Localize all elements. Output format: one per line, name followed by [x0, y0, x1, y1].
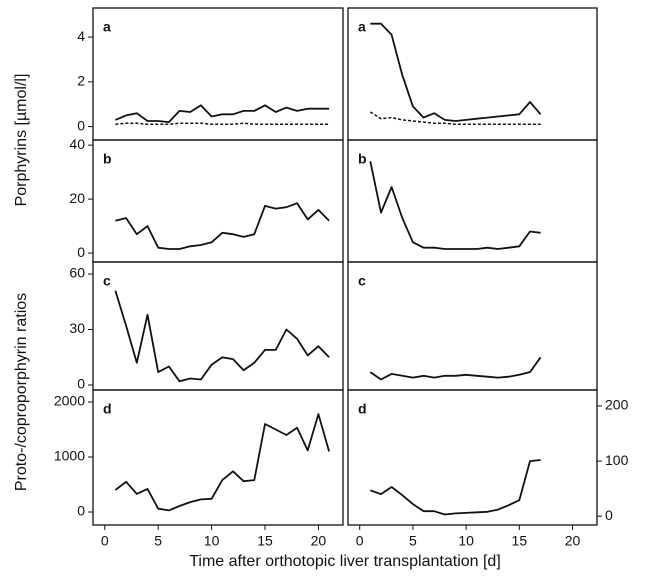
- panel-label: c: [103, 273, 111, 289]
- data-line: [369, 459, 541, 516]
- panel-frame: [92, 139, 344, 263]
- panel-label: a: [358, 19, 366, 35]
- panel-label: d: [358, 401, 367, 417]
- y-axis-title: Porphyrins [µmol/l]: [13, 74, 30, 207]
- y-axis-title: Proto-/coproporphyrin ratios: [13, 293, 30, 491]
- x-tick-label: 15: [257, 533, 273, 549]
- data-line: [370, 22, 542, 122]
- x-tick-label: 10: [204, 533, 220, 549]
- panel-label: b: [103, 151, 112, 167]
- y-tick-label: 1000: [54, 448, 85, 464]
- y-tick-label: 2000: [54, 393, 85, 409]
- x-tick-label: 20: [311, 533, 327, 549]
- y-tick-label: 0: [77, 503, 85, 519]
- data-line: [114, 413, 330, 512]
- y-tick-label: 2: [77, 73, 85, 89]
- y-tick-label: 20: [69, 190, 85, 206]
- y-tick-label: 30: [69, 320, 85, 336]
- panel-label: c: [358, 273, 366, 289]
- x-tick-label: 5: [154, 533, 162, 549]
- data-line: [114, 290, 330, 383]
- data-line: [115, 202, 330, 250]
- panel-frame: [92, 261, 344, 391]
- y-tick-label: 0: [605, 507, 613, 523]
- data-line: [369, 161, 541, 250]
- y-tick-label: 100: [605, 452, 629, 468]
- data-line: [369, 111, 541, 126]
- x-tick-label: 0: [101, 533, 109, 549]
- panel-label: d: [103, 401, 112, 417]
- x-tick-label: 10: [458, 533, 474, 549]
- x-tick-label: 0: [356, 533, 364, 549]
- data-line: [115, 104, 330, 123]
- panel-frame: [92, 7, 344, 141]
- y-tick-label: 0: [77, 376, 85, 392]
- y-tick-label: 40: [69, 136, 85, 152]
- x-tick-label: 15: [512, 533, 528, 549]
- panel-label: a: [103, 19, 111, 35]
- y-tick-label: 60: [69, 265, 85, 281]
- y-tick-label: 4: [77, 28, 85, 44]
- y-tick-label: 0: [77, 117, 85, 133]
- x-tick-label: 20: [565, 533, 581, 549]
- panel-frame: [92, 389, 344, 526]
- x-tick-label: 5: [409, 533, 417, 549]
- y-tick-label: 200: [605, 397, 629, 413]
- x-axis-title: Time after orthotopic liver transplantat…: [189, 553, 501, 570]
- data-line: [369, 356, 542, 381]
- panel-label: b: [358, 151, 367, 167]
- panel-frame: [347, 389, 598, 526]
- panel-frame: [347, 261, 598, 391]
- y-tick-label: 0: [77, 244, 85, 260]
- data-line: [115, 122, 330, 126]
